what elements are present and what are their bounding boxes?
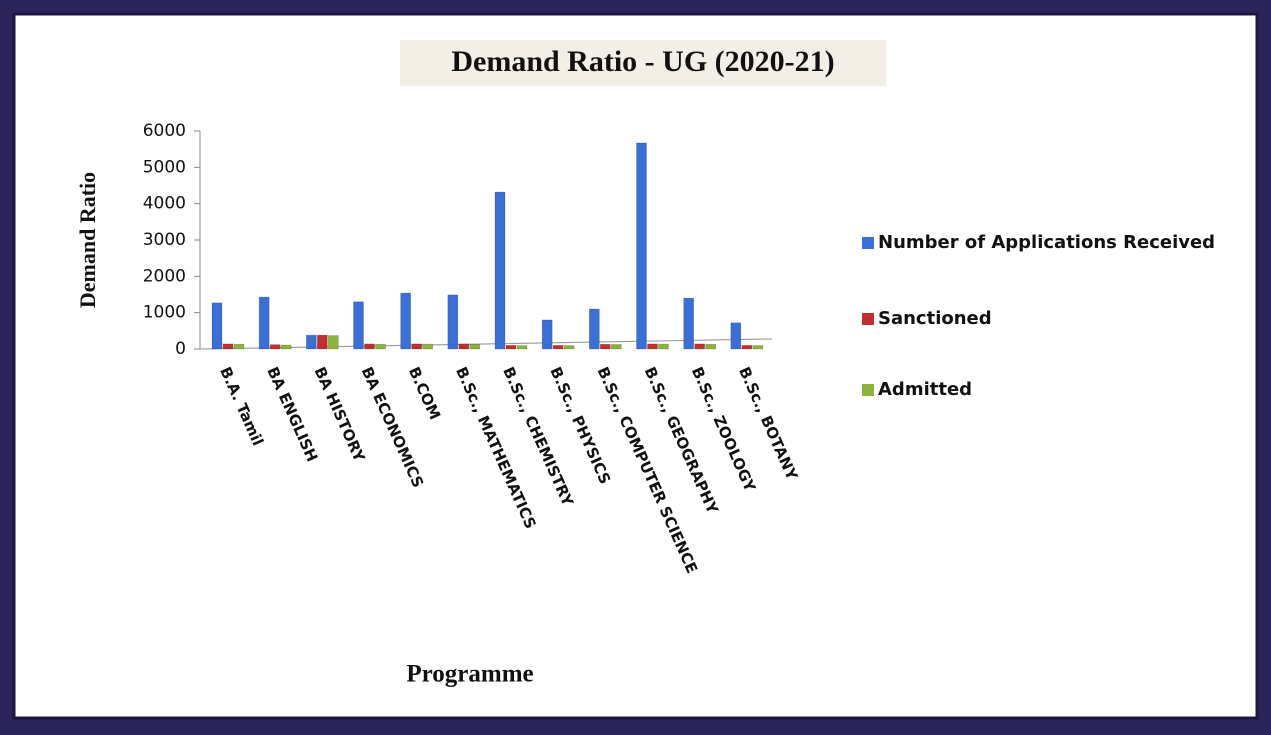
bar [280,344,292,350]
bar [611,344,622,350]
bar [658,343,669,350]
bar [458,343,470,350]
bar [516,345,528,350]
bar [469,343,481,350]
y-tick-label: 2000 [143,266,186,286]
bar [364,343,375,350]
legend-label: Number of Applications Received [878,232,1215,253]
bar [411,343,422,350]
y-tick-label: 1000 [143,303,186,323]
bar [600,343,611,350]
bar [353,301,364,350]
bar [636,142,647,350]
x-axis-label: Programme [406,661,533,688]
bar [752,345,764,350]
bar [400,292,411,350]
bar [683,297,694,350]
floor [199,338,773,350]
bar [233,343,245,350]
bar [494,191,506,350]
bar [552,345,564,350]
y-tick-label: 0 [175,339,186,359]
bar [505,345,517,350]
bar [563,345,575,350]
y-tick-label: 3000 [143,230,186,250]
legend-swatch [862,237,874,249]
chart-frame [12,12,1259,720]
y-tick-label: 5000 [143,157,186,177]
bar [269,344,281,350]
bar [222,343,234,350]
bar [422,343,433,350]
bar [694,343,705,350]
bar [306,334,317,350]
legend-label: Admitted [878,379,972,400]
bar [705,343,716,350]
bar [730,322,742,350]
bar [211,302,223,350]
bar [741,345,753,350]
bar [328,335,339,350]
bar [447,294,459,350]
title-background [400,40,886,86]
bar [541,319,553,350]
chart-title: Demand Ratio - UG (2020-21) [451,45,834,78]
bar [317,334,328,350]
bar [375,343,386,350]
legend-swatch [862,384,874,396]
bar [647,343,658,350]
y-axis-label: Demand Ratio [75,172,100,308]
y-tick-label: 6000 [143,121,186,141]
bar [589,308,600,350]
bar [258,296,270,350]
legend-swatch [862,313,874,325]
legend-label: Sanctioned [878,308,992,329]
y-tick-label: 4000 [143,194,186,214]
